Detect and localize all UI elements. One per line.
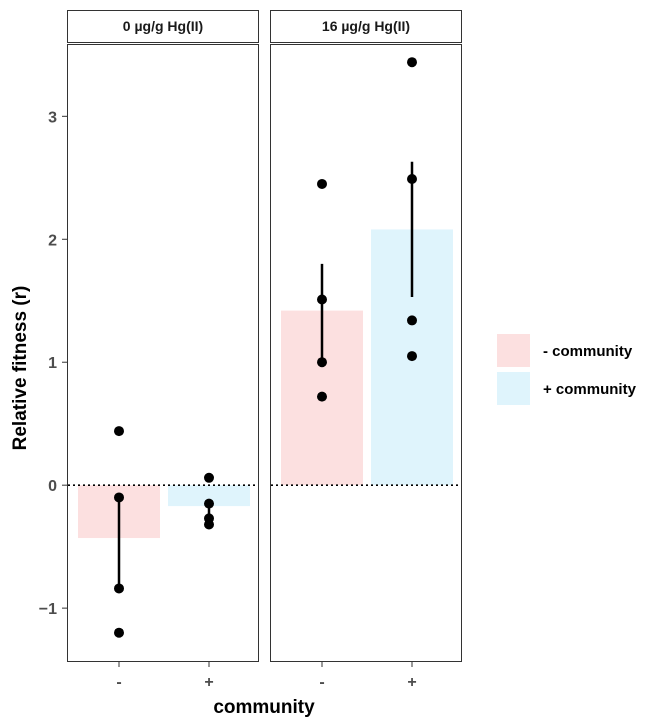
data-point [407,351,417,362]
data-point [204,519,214,530]
data-point [204,472,214,483]
panel-left-title: 0 µg/g Hg(II) [123,18,203,34]
data-point [317,178,327,189]
x-axis-title: community [213,697,315,717]
legend-label-plus-community: + community [543,381,637,398]
x-tick-label: - [319,674,324,691]
x-tick-label: - [116,674,121,691]
panel-left: 0 µg/g Hg(II) [67,10,259,662]
panel-right-strip [270,10,462,43]
panel-right: 16 µg/g Hg(II) [270,10,462,662]
data-point [407,57,417,68]
data-point [114,627,124,638]
data-point [114,492,124,503]
y-tick-label: 3 [48,109,57,126]
data-point [407,315,417,326]
error-bars-layer [117,161,414,589]
data-point [317,294,327,305]
x-tick-label: + [204,674,213,691]
y-tick-label: 1 [48,355,57,372]
points-layer [114,57,417,638]
x-axis: - + - + [116,662,417,691]
legend-swatch-minus-community [497,334,530,367]
y-tick-label: 0 [48,478,57,495]
legend: - community + community [497,334,637,405]
data-point [317,357,327,368]
bar-plus-community [168,485,250,507]
data-point [407,174,417,185]
panel-right-title: 16 µg/g Hg(II) [322,18,410,34]
y-axis: −1 0 1 2 3 [39,109,67,618]
y-tick-label: −1 [39,601,57,618]
data-point [114,426,124,437]
bars-layer [78,229,453,539]
data-point [204,498,214,509]
legend-swatch-plus-community [497,372,530,405]
panel-left-strip [67,10,259,43]
panel-left-frame [67,44,259,662]
legend-label-minus-community: - community [543,343,633,360]
x-tick-label: + [407,674,416,691]
data-point [317,391,327,402]
y-tick-label: 2 [48,232,57,249]
data-point [114,583,124,594]
panel-right-frame [270,44,462,662]
y-axis-title: Relative fitness (r) [10,286,31,451]
